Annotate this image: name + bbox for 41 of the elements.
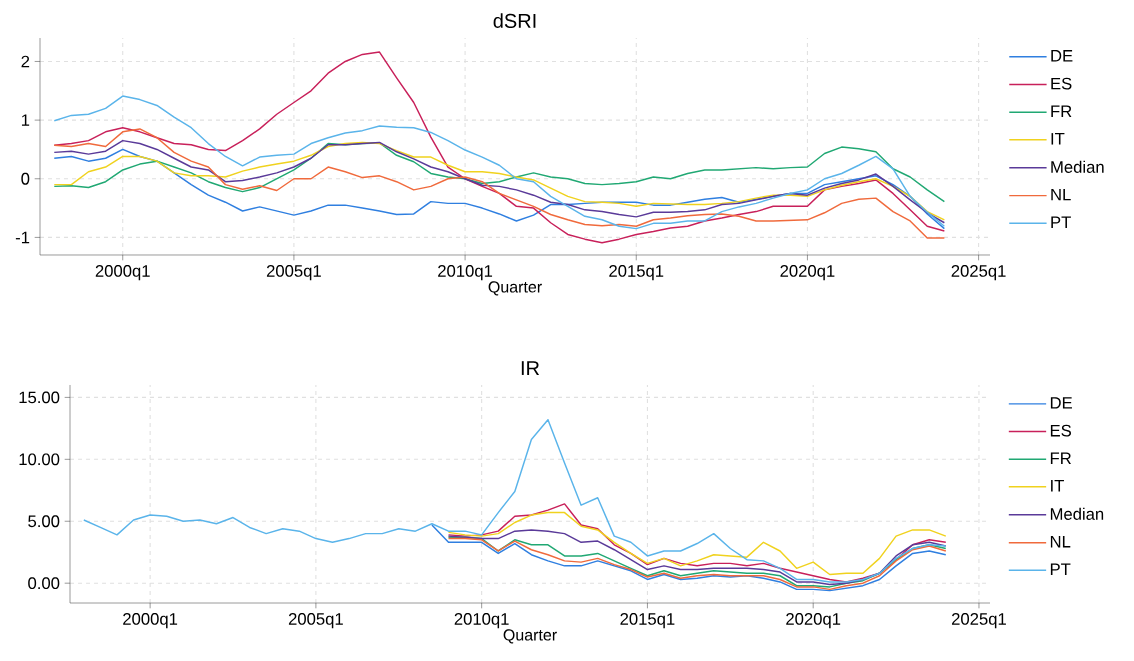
legend-label: Median	[1051, 160, 1104, 173]
legend-label: FR	[1050, 452, 1071, 464]
line-series	[447, 503, 947, 583]
x-tick-label: 2025q1	[951, 613, 1006, 629]
legend-label: DE	[1051, 50, 1073, 62]
x-tick-label: 2010q1	[438, 265, 493, 281]
legend-label: DE	[1050, 397, 1072, 409]
x-tick-label: 2020q1	[786, 613, 841, 629]
legend-label: Median	[1050, 507, 1104, 520]
line-series	[83, 418, 947, 583]
legend-label: IT	[1051, 480, 1064, 492]
chart-title: dSRI	[493, 13, 536, 28]
y-tick-label: 10.00	[19, 453, 60, 466]
x-tick-label: 2010q1	[454, 613, 509, 629]
line-series	[53, 95, 946, 230]
y-tick-label: 0.00	[28, 577, 60, 590]
y-tick-label: -1	[15, 231, 30, 244]
x-tick-label: 2015q1	[620, 613, 675, 629]
legend-label: NL	[1050, 535, 1071, 548]
y-tick-label: 1	[21, 114, 30, 126]
y-tick-label: 2	[21, 55, 30, 68]
legend-label: NL	[1051, 188, 1071, 201]
x-axis-title: Quarter	[503, 629, 557, 644]
y-tick-label: 15.00	[19, 391, 60, 404]
x-axis-title: Quarter	[488, 281, 542, 296]
x-tick-label: 2000q1	[95, 265, 150, 281]
y-tick-label: 0	[21, 172, 30, 185]
x-tick-label: 2015q1	[609, 265, 664, 281]
legend-label: ES	[1050, 424, 1072, 437]
x-tick-label: 2020q1	[780, 265, 835, 281]
legend-label: FR	[1051, 105, 1072, 117]
chart-title: IR	[521, 361, 540, 375]
legend-label: PT	[1051, 216, 1071, 228]
x-tick-label: 2005q1	[288, 613, 343, 629]
x-tick-label: 2000q1	[123, 613, 178, 629]
x-tick-label: 2005q1	[266, 265, 321, 281]
legend-label: IT	[1051, 133, 1065, 145]
y-tick-label: 5.00	[28, 515, 60, 528]
legend-label: ES	[1051, 77, 1072, 90]
legend-label: PT	[1050, 563, 1071, 575]
x-tick-label: 2025q1	[951, 265, 1006, 281]
